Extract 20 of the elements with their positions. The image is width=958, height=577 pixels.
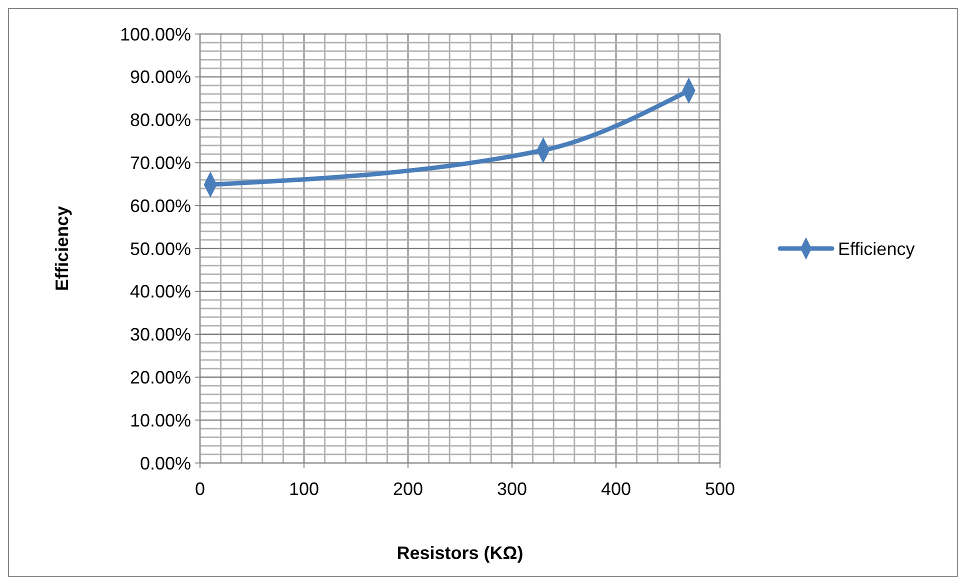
y-tick-label: 90.00% bbox=[130, 67, 191, 88]
y-tick-label: 60.00% bbox=[130, 196, 191, 216]
y-tick-label: 70.00% bbox=[130, 153, 191, 173]
y-tick-label: 0.00% bbox=[140, 453, 191, 474]
x-tick-label: 500 bbox=[704, 479, 736, 499]
y-tick-label: 80.00% bbox=[130, 110, 191, 130]
y-tick-label: 10.00% bbox=[130, 410, 191, 430]
x-tick-label: 0 bbox=[194, 479, 206, 499]
y-tick-label: 30.00% bbox=[130, 324, 191, 345]
legend-label: Efficiency bbox=[838, 238, 915, 259]
x-axis-title: Resistors (KΩ) bbox=[396, 543, 524, 563]
y-axis-title: Efficiency bbox=[52, 206, 72, 292]
x-tick-label: 400 bbox=[600, 479, 632, 499]
x-tick-label: 200 bbox=[392, 479, 424, 499]
y-tick-label: 50.00% bbox=[130, 238, 191, 259]
x-tick-label: 100 bbox=[288, 479, 320, 499]
y-tick-label: 40.00% bbox=[130, 282, 191, 302]
y-tick-label: 20.00% bbox=[130, 368, 191, 388]
x-tick-label: 300 bbox=[496, 479, 528, 499]
y-tick-label: 100.00% bbox=[120, 24, 191, 44]
